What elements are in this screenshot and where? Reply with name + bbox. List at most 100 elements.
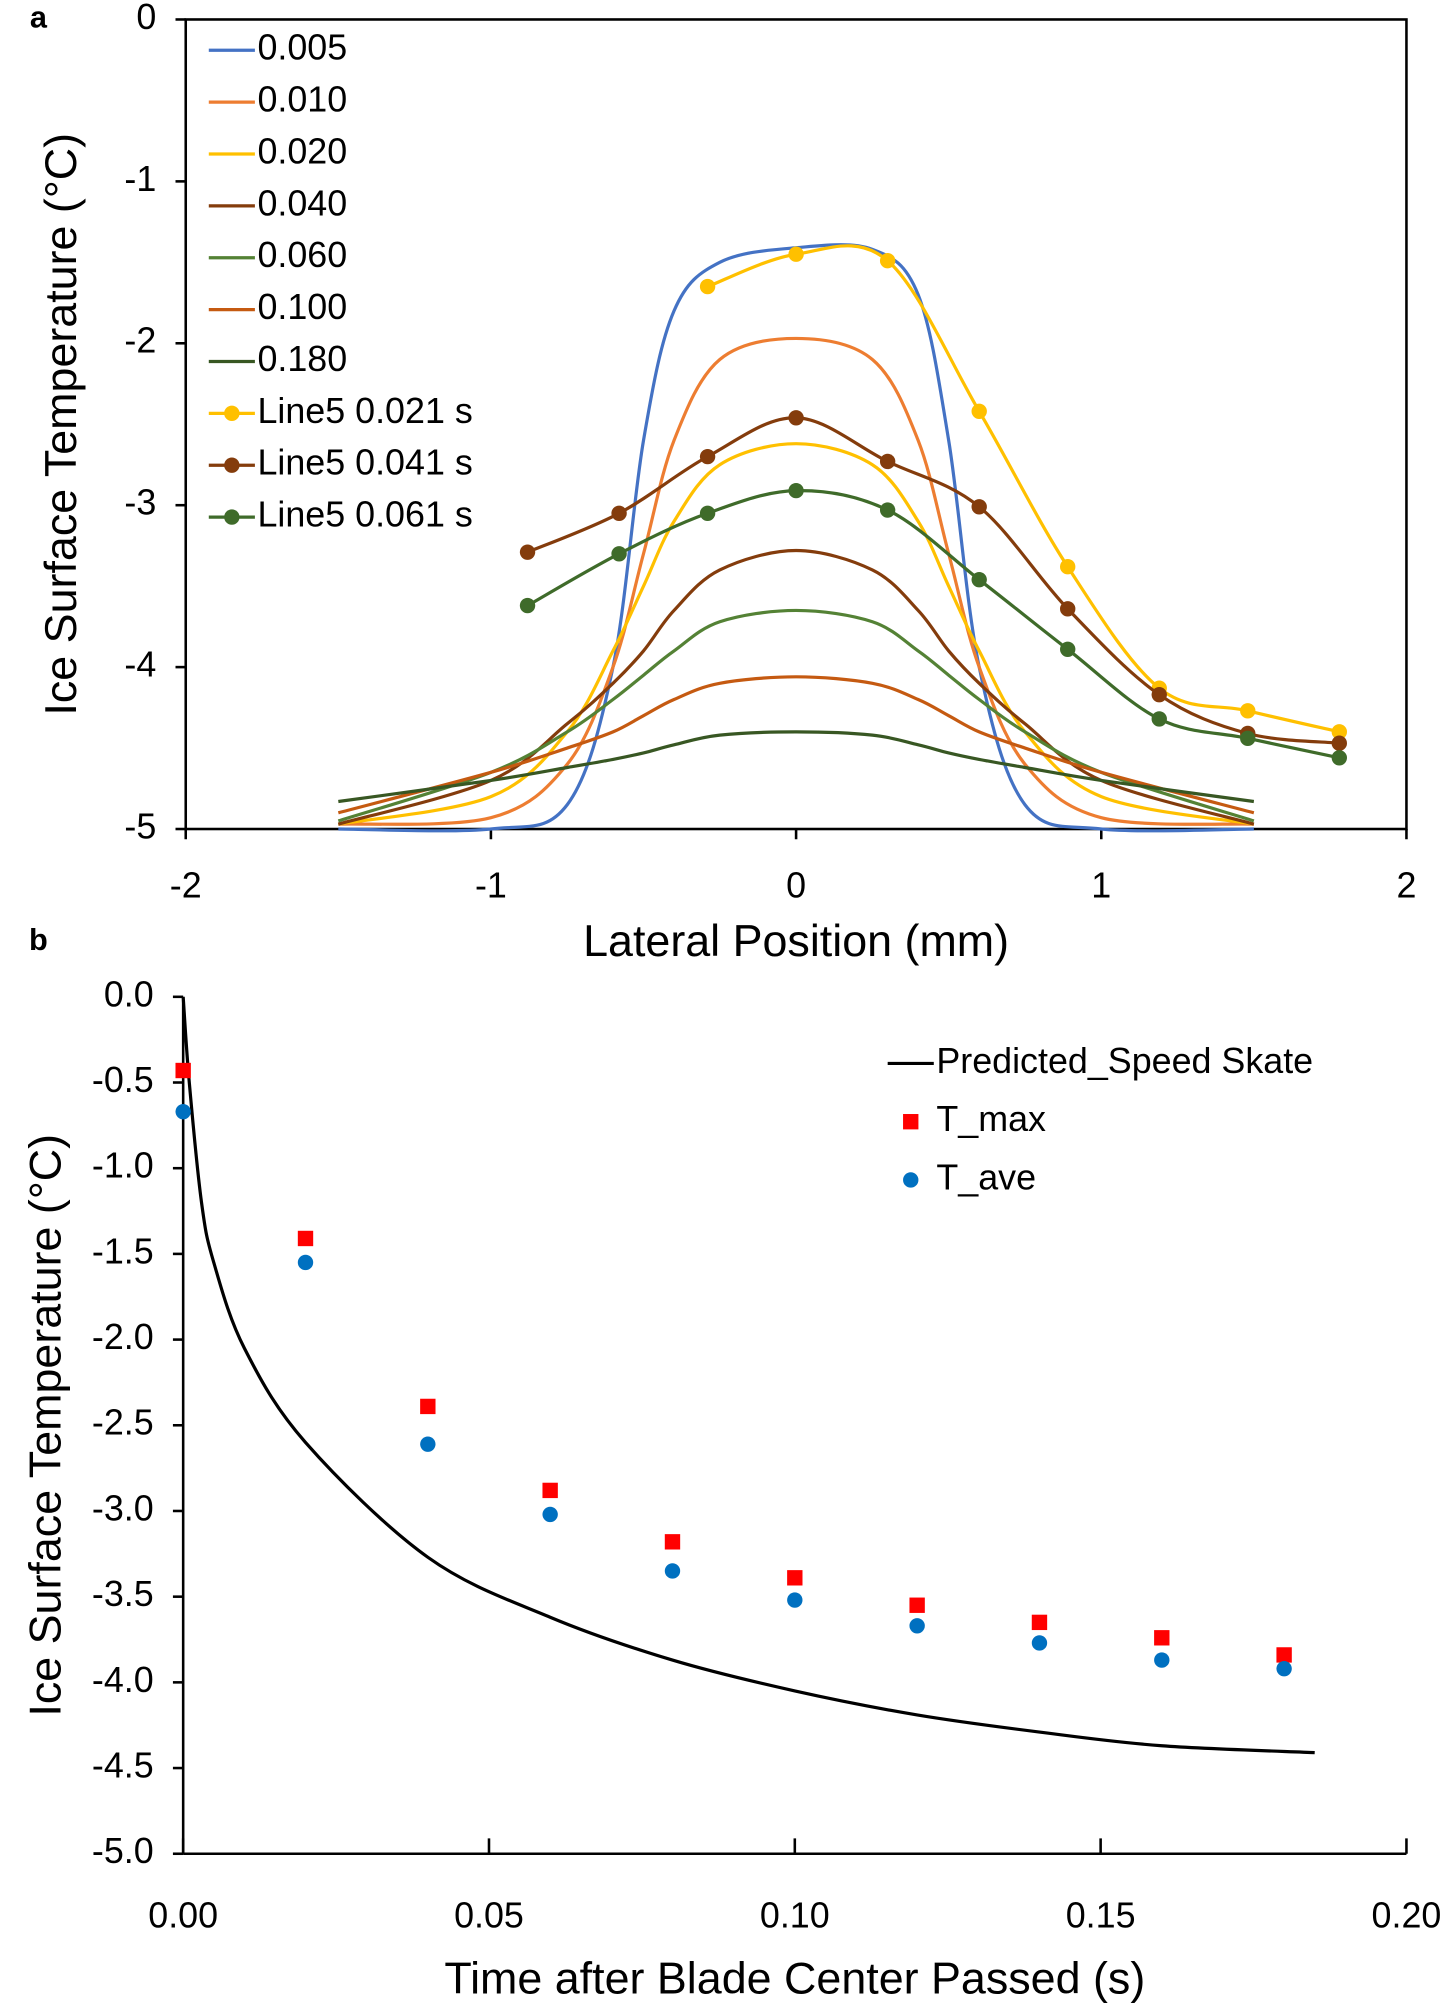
x-tick-label: -2 <box>170 865 202 905</box>
y-tick-label: -3.5 <box>92 1574 154 1614</box>
data-point <box>611 505 627 521</box>
series-line <box>337 675 1255 815</box>
data-point <box>879 453 896 470</box>
x-tick-label: 0.15 <box>1066 1895 1136 1935</box>
legend-label: Line5 0.021 s <box>257 391 472 431</box>
legend-label: 0.180 <box>257 339 347 379</box>
data-point <box>787 1592 803 1608</box>
data-point <box>879 502 896 518</box>
series-line <box>338 730 1255 804</box>
data-point <box>971 499 987 515</box>
legend-label: 0.040 <box>257 183 347 223</box>
legend-marker <box>224 405 240 422</box>
data-point <box>699 278 716 295</box>
legend-label: 0.060 <box>257 235 347 275</box>
y-tick-label: -5.0 <box>92 1831 154 1871</box>
legend-label: 0.020 <box>257 131 347 171</box>
data-point <box>542 1506 558 1523</box>
data-point <box>297 1230 314 1247</box>
data-point <box>1031 1635 1048 1651</box>
data-point <box>879 253 896 269</box>
x-tick-label: 0.10 <box>760 1895 830 1935</box>
legend-marker <box>224 509 240 525</box>
data-point <box>971 571 987 588</box>
x-tick-label: 1 <box>1091 865 1111 905</box>
series-line <box>337 548 1255 826</box>
data-point <box>1331 750 1347 766</box>
y-axis-label: Ice Surface Temperature (°C) <box>35 133 86 716</box>
data-point <box>1151 686 1167 703</box>
data-point <box>1060 559 1076 575</box>
data-point <box>1331 724 1347 740</box>
y-tick-label: -0.5 <box>92 1060 154 1100</box>
y-tick-label: -4.5 <box>92 1746 154 1786</box>
data-point <box>699 448 716 465</box>
legend-label: Line5 0.061 s <box>257 495 472 535</box>
series-line <box>338 336 1254 826</box>
series-line <box>337 608 1255 823</box>
data-point <box>787 1570 803 1586</box>
data-point <box>542 1482 558 1499</box>
legend-label: T_max <box>936 1099 1046 1139</box>
panel-label: a <box>30 0 48 35</box>
panel-label: b <box>29 922 48 957</box>
legend-label: T_ave <box>936 1157 1036 1197</box>
data-point <box>175 1062 191 1079</box>
data-point <box>1240 730 1256 747</box>
data-point <box>519 597 536 614</box>
y-tick-label: -1.5 <box>92 1231 154 1271</box>
y-tick-label: -3 <box>124 483 156 523</box>
data-point <box>788 482 804 499</box>
y-tick-label: -2.0 <box>92 1317 154 1357</box>
legend-marker <box>224 457 240 473</box>
data-point <box>519 544 536 560</box>
data-point <box>664 1563 681 1579</box>
series-line <box>338 243 1254 833</box>
y-tick-label: -2 <box>124 321 156 361</box>
legend-label: Predicted_Speed Skate <box>936 1041 1313 1081</box>
data-point <box>175 1103 191 1120</box>
data-point <box>1031 1614 1048 1631</box>
data-point <box>1154 1652 1170 1668</box>
data-point <box>1151 711 1167 727</box>
legend-label: 0.100 <box>257 287 347 327</box>
x-tick-label: 0.05 <box>454 1895 524 1935</box>
x-axis-label: Lateral Position (mm) <box>583 915 1009 966</box>
data-point <box>1060 601 1076 617</box>
x-tick-label: 0.20 <box>1372 1895 1442 1935</box>
series-line <box>181 996 1315 1755</box>
data-point <box>420 1398 436 1415</box>
series-line <box>707 244 1340 734</box>
y-tick-label: -5 <box>124 806 156 846</box>
legend-label: 0.005 <box>257 28 347 68</box>
data-point <box>971 403 987 419</box>
legend-label: Line5 0.041 s <box>257 443 472 483</box>
data-point <box>1331 735 1347 751</box>
y-tick-label: -4 <box>124 645 156 685</box>
data-point <box>788 246 804 262</box>
data-point <box>1060 641 1076 657</box>
data-point <box>297 1254 314 1271</box>
y-tick-label: -3.0 <box>92 1488 154 1528</box>
legend-marker <box>903 1172 919 1188</box>
data-point <box>699 505 716 521</box>
data-point <box>664 1534 681 1550</box>
x-tick-label: 0 <box>786 865 806 905</box>
data-point <box>909 1618 925 1634</box>
data-point <box>1154 1630 1170 1646</box>
series-line <box>338 442 1255 826</box>
x-tick-label: 0.00 <box>148 1895 218 1935</box>
y-axis-label: Ice Surface Temperature (°C) <box>20 1134 71 1717</box>
data-point <box>909 1597 925 1613</box>
series-line <box>526 489 1340 760</box>
data-point <box>611 546 627 562</box>
data-point <box>788 410 804 426</box>
y-tick-label: -2.5 <box>92 1403 154 1443</box>
x-axis-label: Time after Blade Center Passed (s) <box>444 1953 1145 2004</box>
y-tick-label: -1 <box>124 159 156 199</box>
legend-label: 0.010 <box>257 80 347 120</box>
data-point <box>420 1436 436 1452</box>
data-point <box>1276 1647 1292 1663</box>
x-tick-label: 2 <box>1396 865 1416 905</box>
